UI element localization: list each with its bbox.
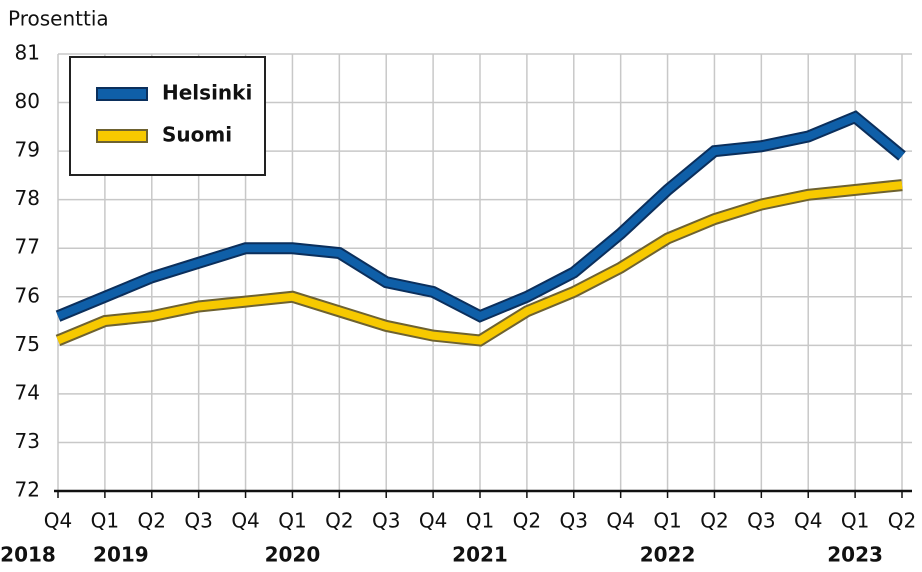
x-tick-label: Q4: [419, 509, 447, 533]
y-tick-label: 81: [15, 41, 40, 65]
y-tick-label: 75: [15, 332, 40, 356]
legend-box: [69, 56, 266, 176]
x-tick-label: Q1: [91, 509, 119, 533]
y-tick-label: 80: [15, 89, 40, 113]
x-tick-label: Q3: [372, 509, 400, 533]
y-tick-label: 74: [15, 380, 40, 404]
y-tick-label: 72: [15, 478, 40, 502]
legend-swatch: [98, 89, 146, 99]
y-tick-label: 76: [15, 283, 40, 307]
legend-swatch: [98, 131, 146, 141]
y-tick-label: 78: [15, 186, 40, 210]
x-tick-label: Q4: [44, 509, 72, 533]
x-tick-label: Q1: [841, 509, 869, 533]
series-line: [56, 181, 903, 345]
y-tick-label: 79: [15, 138, 40, 162]
series-line: [56, 112, 905, 321]
x-tick-label: Q3: [184, 509, 212, 533]
x-tick-label: Q2: [513, 509, 541, 533]
x-tick-label: Q1: [278, 509, 306, 533]
x-tick-label: Q2: [700, 509, 728, 533]
x-tick-label: Q3: [560, 509, 588, 533]
y-tick-label: 73: [15, 429, 40, 453]
x-year-label: 2021: [452, 543, 508, 567]
x-year-label: 2023: [827, 543, 883, 567]
legend-label: Helsinki: [162, 81, 252, 105]
legend-label: Suomi: [162, 123, 232, 147]
x-tick-label: Q2: [888, 509, 916, 533]
x-year-label: 2020: [265, 543, 321, 567]
x-tick-label: Q4: [231, 509, 259, 533]
x-tick-label: Q2: [138, 509, 166, 533]
x-tick-label: Q3: [747, 509, 775, 533]
x-tick-label: Q1: [653, 509, 681, 533]
x-year-label: 2018: [0, 543, 56, 567]
x-year-label: 2022: [640, 543, 696, 567]
y-axis-label: Prosenttia: [8, 7, 109, 31]
x-tick-label: Q1: [466, 509, 494, 533]
x-year-label: 2019: [93, 543, 149, 567]
y-tick-label: 77: [15, 235, 40, 259]
x-tick-label: Q4: [606, 509, 634, 533]
x-tick-label: Q2: [325, 509, 353, 533]
x-tick-label: Q4: [794, 509, 822, 533]
